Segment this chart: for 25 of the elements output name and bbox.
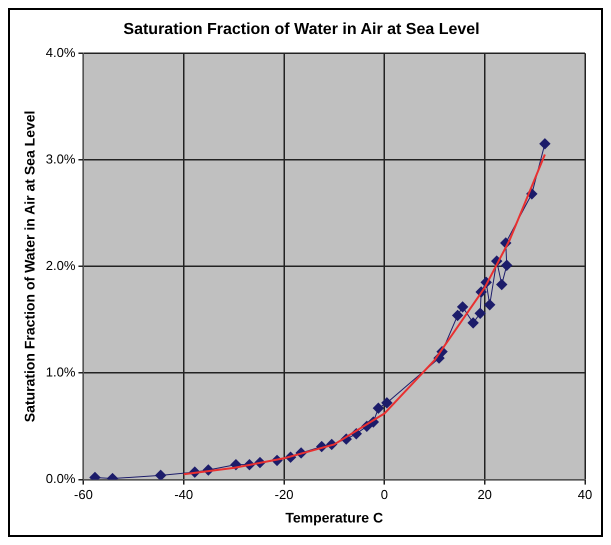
point bbox=[381, 397, 392, 408]
point bbox=[452, 310, 464, 321]
x-tick-label: 0 bbox=[380, 486, 388, 502]
point bbox=[496, 279, 508, 290]
y-tick-label: 0.0% bbox=[46, 471, 76, 486]
x-tick-label: -60 bbox=[74, 486, 93, 502]
y-tick-label: 2.0% bbox=[46, 258, 76, 273]
x-tick-label: -40 bbox=[174, 486, 194, 502]
y-tick-label: 1.0% bbox=[46, 364, 76, 380]
point bbox=[484, 299, 496, 310]
point bbox=[474, 308, 486, 319]
x-axis-title: Temperature C bbox=[285, 509, 384, 526]
y-tick-label: 3.0% bbox=[46, 151, 76, 166]
point bbox=[457, 301, 468, 312]
x-tick-label: 20 bbox=[477, 486, 492, 502]
x-tick-label: 40 bbox=[578, 486, 592, 502]
y-tick-label: 4.0% bbox=[46, 44, 76, 60]
point bbox=[501, 260, 512, 271]
point bbox=[539, 138, 550, 150]
point bbox=[372, 402, 384, 414]
chart-title: Saturation Fraction of Water in Air at Sea Level bbox=[123, 21, 480, 38]
y-axis-title: Saturation Fraction of Water in Air at Sea Level bbox=[21, 110, 38, 422]
x-tick-label: -20 bbox=[274, 486, 294, 502]
point bbox=[468, 317, 479, 328]
point bbox=[155, 470, 166, 480]
